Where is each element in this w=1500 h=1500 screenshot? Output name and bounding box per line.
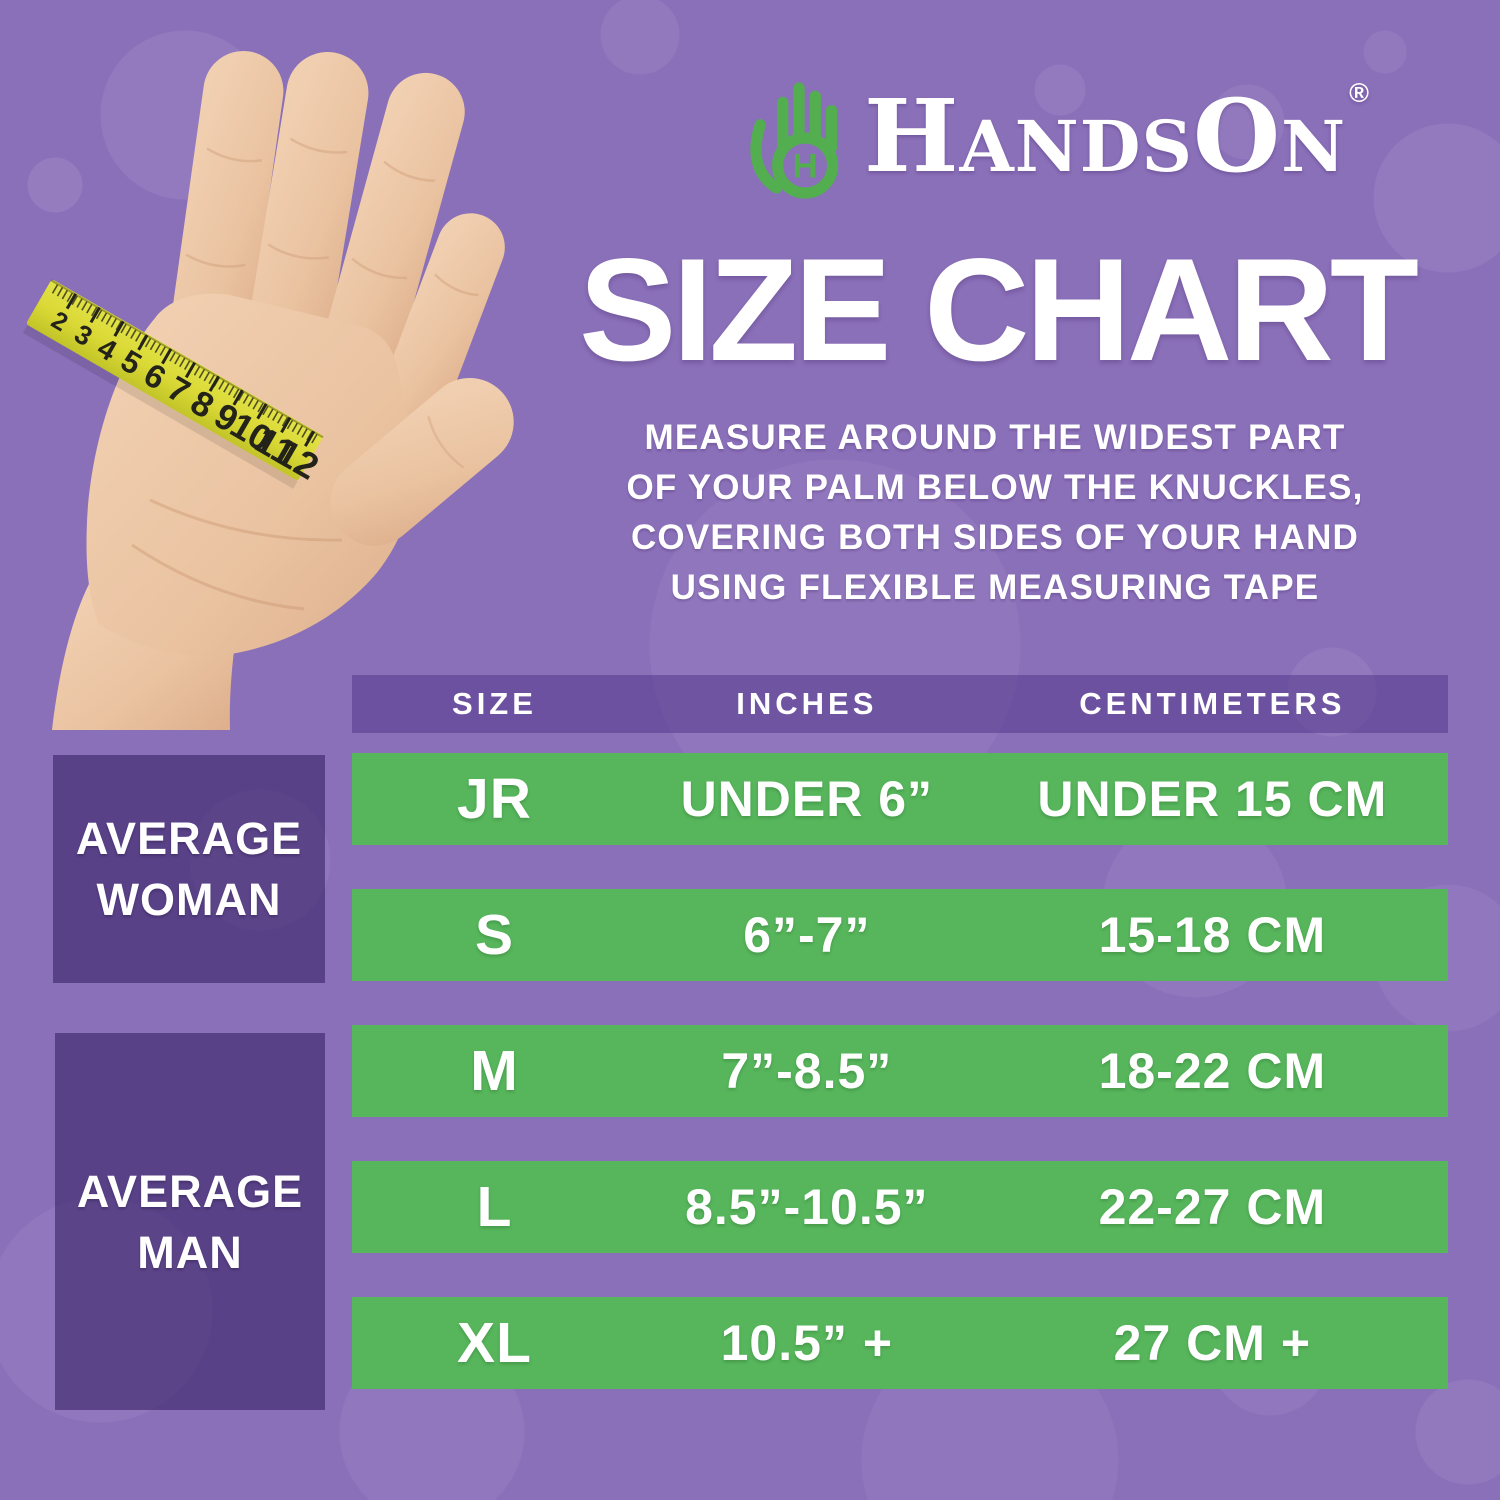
header-inches: INCHES — [736, 686, 878, 721]
centimeters-cell: 27 CM + — [1113, 1315, 1312, 1371]
centimeters-cell: 18-22 CM — [1098, 1043, 1327, 1099]
group-label-line: WOMAN — [96, 874, 282, 925]
group-label-average-woman: AVERAGE WOMAN — [53, 755, 325, 983]
pinky-finger — [376, 213, 505, 443]
inches-cell: 7”-8.5” — [721, 1043, 893, 1099]
palm-creases — [131, 498, 343, 611]
centimeters-cell: 15-18 CM — [1098, 907, 1327, 963]
measuring-tape-graphic: 2 3 4 5 6 7 8 9 10 11 12 — [23, 279, 326, 489]
thumb — [330, 378, 514, 546]
group-label-line: AVERAGE — [76, 1165, 304, 1217]
group-label-line: AVERAGE — [75, 813, 303, 864]
hand-logo-icon: H — [750, 82, 839, 199]
inches-cell: 8.5”-10.5” — [685, 1179, 929, 1235]
ring-finger — [316, 72, 465, 407]
instruction-line: MEASURE AROUND THE WIDEST PART — [644, 418, 1346, 457]
page-title: SIZE CHART — [579, 228, 1419, 391]
size-row-jr: JR UNDER 6” UNDER 15 CM — [352, 753, 1448, 845]
brand-name: HandsOn ® — [864, 77, 1371, 195]
centimeters-cell: UNDER 15 CM — [1037, 771, 1388, 827]
inches-cell: UNDER 6” — [680, 771, 934, 827]
header-size: SIZE — [452, 686, 537, 721]
size-cell: JR — [457, 767, 532, 831]
size-row-m: M 7”-8.5” 18-22 CM — [352, 1025, 1448, 1117]
measurement-instructions: MEASURE AROUND THE WIDEST PART OF YOUR P… — [435, 413, 1500, 613]
size-cell: XL — [457, 1311, 532, 1375]
size-row-s: S 6”-7” 15-18 CM — [352, 889, 1448, 981]
group-label-average-man: AVERAGE MAN — [55, 1033, 325, 1410]
instruction-line: OF YOUR PALM BELOW THE KNUCKLES, — [626, 468, 1364, 507]
hand-with-measuring-tape-image: 2 3 4 5 6 7 8 9 10 11 12 — [23, 51, 514, 730]
brand-logo: H HandsOn ® — [742, 68, 1371, 204]
size-table: SIZE INCHES CENTIMETERS JR UNDER 6” UNDE… — [352, 675, 1448, 1389]
instruction-line: USING FLEXIBLE MEASURING TAPE — [670, 568, 1320, 607]
header-centimeters: CENTIMETERS — [1079, 686, 1346, 721]
size-cell: L — [476, 1175, 513, 1239]
logo-h-letter: H — [793, 148, 818, 186]
size-cell: S — [474, 903, 514, 967]
size-row-xl: XL 10.5” + 27 CM + — [352, 1297, 1448, 1389]
size-cell: M — [470, 1039, 519, 1103]
registered-trademark: ® — [1349, 78, 1371, 108]
centimeters-cell: 22-27 CM — [1098, 1179, 1327, 1235]
size-row-l: L 8.5”-10.5” 22-27 CM — [352, 1161, 1448, 1253]
instruction-line: COVERING BOTH SIDES OF YOUR HAND — [630, 518, 1360, 557]
group-label-line: MAN — [137, 1226, 243, 1278]
inches-cell: 6”-7” — [743, 907, 871, 963]
inches-cell: 10.5” + — [720, 1315, 894, 1371]
table-header-row: SIZE INCHES CENTIMETERS — [352, 675, 1448, 733]
